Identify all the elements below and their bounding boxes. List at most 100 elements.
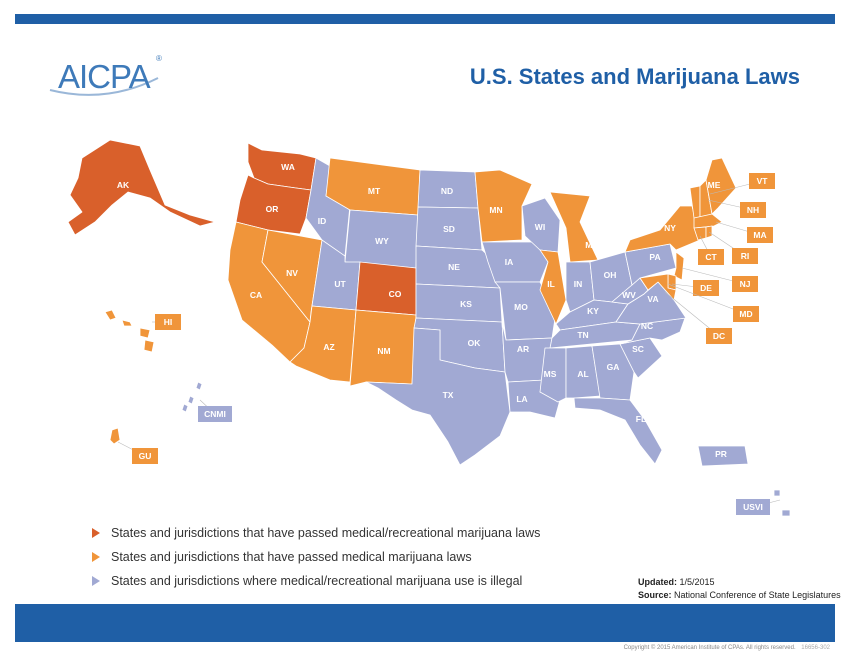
legend-swatch-illegal: [92, 576, 100, 586]
callout-box-gu[interactable]: [132, 448, 158, 464]
state-tx[interactable]: [365, 327, 511, 466]
state-ak[interactable]: [67, 139, 216, 236]
state-label-ut: UT: [334, 279, 346, 289]
callout-label-vt: VT: [757, 176, 769, 186]
callout-box-cnmi[interactable]: [198, 406, 232, 422]
state-label-fl: FL: [636, 414, 646, 424]
callout-box-nh[interactable]: [740, 202, 766, 218]
legend-item-recreational: States and jurisdictions that have passe…: [92, 521, 540, 545]
state-label-wa: WA: [281, 162, 295, 172]
callout-box-nj[interactable]: [732, 276, 758, 292]
state-label-wy: WY: [375, 236, 389, 246]
callout-label-ct: CT: [705, 252, 717, 262]
map-title: U.S. States and Marijuana Laws: [469, 64, 800, 89]
updated-value: 1/5/2015: [679, 577, 715, 587]
state-label-va: VA: [647, 294, 658, 304]
state-co[interactable]: [355, 261, 417, 316]
callout-label-nh: NH: [747, 205, 759, 215]
state-label-wv: WV: [622, 290, 636, 300]
state-hi[interactable]: [104, 309, 155, 353]
state-al[interactable]: [565, 345, 601, 399]
state-label-pa: PA: [649, 252, 660, 262]
callout-label-de: DE: [700, 283, 712, 293]
state-label-ok: OK: [468, 338, 482, 348]
state-ms[interactable]: [539, 347, 567, 403]
state-label-in: IN: [574, 279, 583, 289]
state-label-al: AL: [577, 369, 588, 379]
state-label-nm: NM: [377, 346, 390, 356]
bottom-banner-bar: [15, 604, 835, 642]
state-label-ms: MS: [544, 369, 557, 379]
state-label-me: ME: [708, 180, 721, 190]
state-usvi[interactable]: [773, 489, 791, 517]
callout-box-ct[interactable]: [698, 249, 724, 265]
state-fl[interactable]: [573, 397, 663, 465]
state-label-mi: MI: [585, 240, 594, 250]
callout-label-dc: DC: [713, 331, 725, 341]
callout-box-hi[interactable]: [155, 314, 181, 330]
state-mn[interactable]: [474, 169, 533, 243]
state-ny[interactable]: [624, 205, 701, 253]
source-label: Source:: [638, 590, 672, 600]
state-label-ak: AK: [117, 180, 130, 190]
callout-labels: VT NH MA RI CT NJ DE MD DC HI CNMI GU USVI: [117, 173, 781, 515]
callout-box-md[interactable]: [733, 306, 759, 322]
source-value: National Conference of State Legislature…: [674, 590, 841, 600]
state-de[interactable]: [667, 273, 677, 291]
callout-box-vt[interactable]: [749, 173, 775, 189]
legend-label-medical: States and jurisdictions that have passe…: [111, 550, 472, 564]
callout-box-ma[interactable]: [747, 227, 773, 243]
state-label-ia: IA: [505, 257, 514, 267]
legend-swatch-medical: [92, 552, 100, 562]
callout-label-ri: RI: [741, 251, 750, 261]
state-labels: AK WA OR CA NV ID MT WY UT CO AZ NM ND SD NE KS OK TX MN IA…: [117, 162, 727, 459]
state-label-id: ID: [318, 216, 327, 226]
legend-swatch-recreational: [92, 528, 100, 538]
state-label-wi: WI: [535, 222, 545, 232]
state-ks[interactable]: [415, 283, 503, 323]
logo-text: AICPA: [58, 58, 151, 95]
updated-label: Updated:: [638, 577, 677, 587]
state-pr[interactable]: [697, 445, 749, 467]
callout-label-gu: GU: [139, 451, 152, 461]
state-label-mn: MN: [489, 205, 502, 215]
callout-box-de[interactable]: [693, 280, 719, 296]
callout-label-usvi: USVI: [743, 502, 763, 512]
state-label-ca: CA: [250, 290, 262, 300]
callout-box-usvi[interactable]: [736, 499, 770, 515]
logo-registered-mark: ®: [156, 54, 162, 63]
callout-box-ri[interactable]: [732, 248, 758, 264]
top-banner-bar: [15, 14, 835, 24]
legend-label-illegal: States and jurisdictions where medical/r…: [111, 574, 523, 588]
state-label-tn: TN: [577, 330, 588, 340]
state-ma[interactable]: [693, 213, 723, 229]
state-label-tx: TX: [443, 390, 454, 400]
callout-label-md: MD: [739, 309, 752, 319]
state-label-or: OR: [266, 204, 279, 214]
logo-swoosh-icon: [49, 77, 159, 96]
state-label-sd: SD: [443, 224, 455, 234]
legend-item-medical: States and jurisdictions that have passe…: [92, 545, 540, 569]
state-label-nv: NV: [286, 268, 298, 278]
state-md[interactable]: [639, 273, 677, 301]
callout-label-hi: HI: [164, 317, 173, 327]
state-cnmi[interactable]: [181, 381, 203, 413]
state-ga[interactable]: [591, 343, 635, 401]
callout-label-ma: MA: [753, 230, 766, 240]
map-metadata: Updated: 1/5/2015 Source: National Confe…: [638, 576, 841, 602]
aicpa-logo: AICPA ®: [46, 54, 164, 98]
state-label-mt: MT: [368, 186, 381, 196]
callout-box-dc[interactable]: [706, 328, 732, 344]
callout-label-nj: NJ: [740, 279, 751, 289]
state-label-ar: AR: [517, 344, 529, 354]
state-label-ga: GA: [607, 362, 620, 372]
state-me[interactable]: [705, 157, 737, 215]
state-label-mo: MO: [514, 302, 528, 312]
state-label-il: IL: [547, 279, 555, 289]
copyright-text: Copyright © 2015 American Institute of C…: [623, 645, 796, 651]
state-label-ny: NY: [664, 223, 676, 233]
state-gu[interactable]: [109, 427, 121, 445]
state-nj[interactable]: [673, 251, 685, 281]
state-label-oh: OH: [604, 270, 617, 280]
